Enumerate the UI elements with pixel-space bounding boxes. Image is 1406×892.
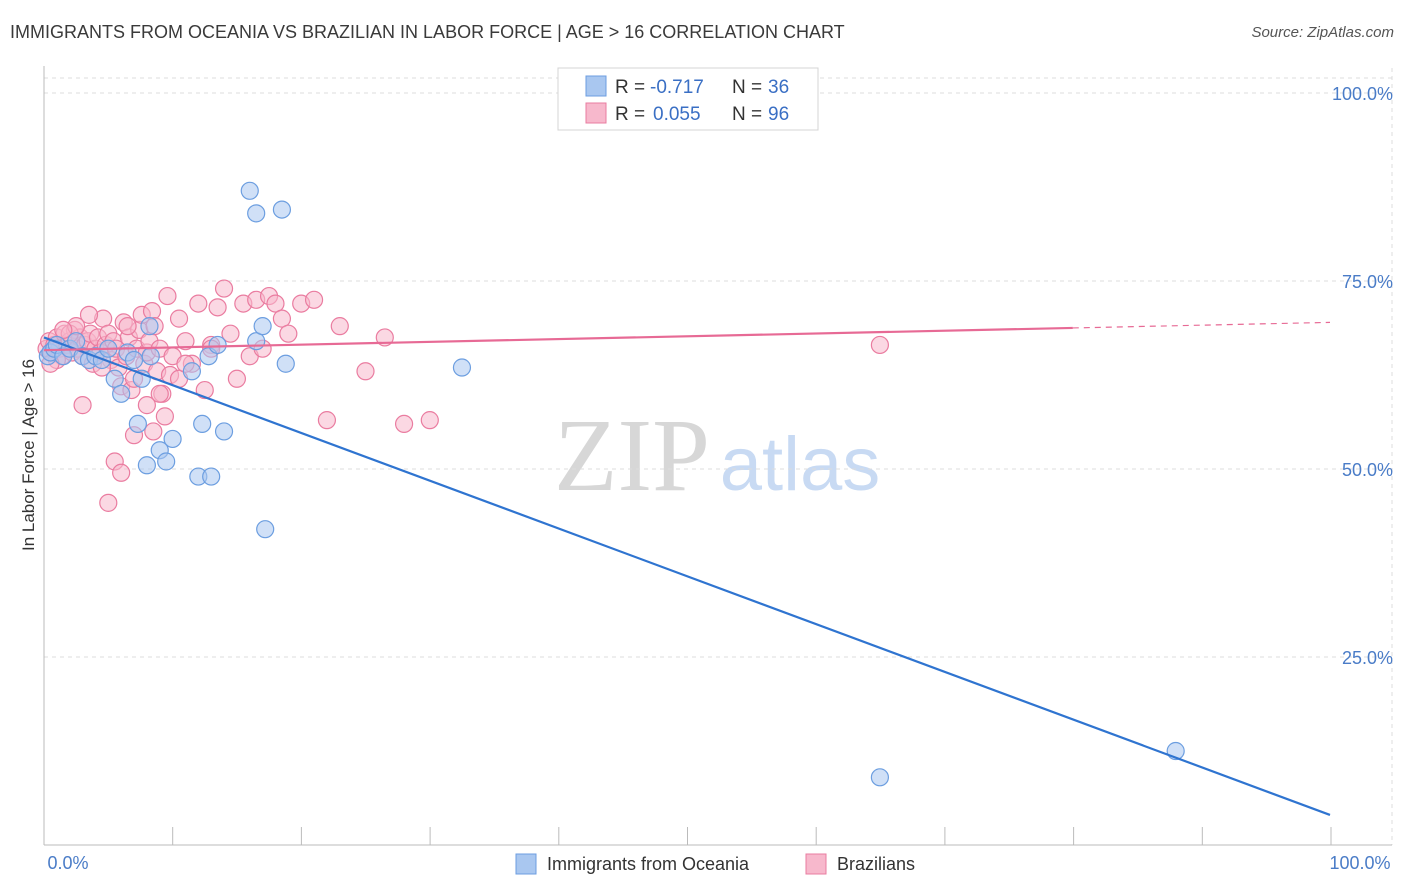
brazilians-point-46 [155,407,174,426]
stats-legend: R = -0.717 N = 36 R = 0.055 N = 96 [557,67,819,131]
oceania-point-19 [140,317,159,336]
brazilians-point-74 [394,414,414,434]
brazilians-point-80 [112,463,131,482]
oceania-point-34 [247,204,266,223]
source-label: Source: ZipAtlas.com [1251,24,1394,41]
brazilians-point-65 [266,294,285,313]
y-tick-label-25: 25.0% [1342,648,1393,668]
oceania-point-28 [202,467,221,486]
brazilians-point-58 [221,324,240,343]
brazilians-point-69 [304,290,324,309]
y-tick-label-100: 100.0% [1332,84,1393,104]
brazilians-point-94 [137,396,156,415]
oceania-point-20 [141,347,160,366]
legend-n-value-oceania: 36 [768,77,789,98]
legend-swatch-brazilians [585,102,607,124]
oceania-point-30 [208,335,227,355]
oceania-point-12 [105,369,124,388]
legend-n-label-oceania: N = [732,77,762,98]
brazilians-point-83 [144,422,163,441]
y-tick-labels: 25.0% 50.0% 75.0% 100.0% [1332,84,1393,668]
oceania-point-31 [247,332,266,351]
legend-r-value-brazilians: 0.055 [653,104,701,125]
legend-n-label-brazilians: N = [732,104,762,125]
brazilians-point-67 [279,324,298,343]
oceania-point-18 [137,456,156,475]
watermark-zip: ZIP [554,398,710,513]
brazilians-point-70 [317,411,337,430]
brazilians-point-66 [272,309,292,328]
bottom-legend-swatch-oceania [515,853,537,875]
brazilians-point-50 [169,309,189,328]
brazilians-point-72 [356,362,375,381]
oceania-point-24 [182,362,201,381]
oceania-point-26 [193,414,212,434]
brazilians-point-75 [420,411,439,430]
chart-title: IMMIGRANTS FROM OCEANIA VS BRAZILIAN IN … [10,22,845,42]
brazilians-point-47 [158,286,177,306]
oceania-point-16 [128,414,147,434]
legend-swatch-oceania [585,75,607,97]
watermark-atlas: atlas [720,422,881,507]
brazilians-point-57 [214,279,234,298]
brazilians-point-88 [79,305,99,324]
series-legend: Immigrants from Oceania Brazilians [515,853,915,875]
brazilians-point-71 [330,317,349,336]
oceania-point-15 [124,350,144,370]
legend-r-label-brazilians: R = [615,104,645,125]
grid-lines [44,68,1393,845]
bottom-legend-label-brazilians: Brazilians [837,854,915,874]
y-axis-label: In Labor Force | Age > 16 [19,359,38,551]
oceania-point-35 [272,200,292,219]
oceania-point-39 [870,768,890,787]
legend-r-label-oceania: R = [615,77,645,98]
oceania-point-33 [240,181,259,200]
legend-n-value-brazilians: 96 [768,104,789,125]
oceania-point-29 [214,422,234,441]
trend-lines [43,321,1331,816]
brazilians-trend-line-extension [1072,321,1331,329]
brazilians-point-81 [99,493,118,512]
brazilians-point-51 [176,332,195,351]
oceania-point-37 [276,354,295,373]
brazilians-trend-line [43,326,1073,352]
brazilians-point-54 [195,380,214,400]
brazilians-point-95 [118,317,137,336]
oceania-point-23 [163,429,182,449]
y-tick-label-50: 50.0% [1342,460,1393,480]
oceania-point-13 [112,384,131,403]
brazilians-point-41 [142,302,162,321]
x-tick-label-min: 0.0% [47,853,88,873]
y-tick-label-75: 75.0% [1342,272,1393,292]
bottom-legend-label-oceania: Immigrants from Oceania [547,854,750,874]
bottom-legend-swatch-brazilians [805,853,827,875]
brazilians-point-77 [73,396,92,415]
brazilians-point-76 [870,335,890,355]
brazilians-point-53 [189,294,208,313]
oceania-point-36 [256,520,275,539]
oceania-point-38 [452,358,472,377]
oceania-trend-line [43,336,1331,816]
brazilians-point-59 [227,369,246,388]
oceania-point-22 [157,452,176,471]
oceania-point-32 [253,317,272,336]
brazilians-point-90 [54,320,73,340]
brazilians-point-93 [150,384,169,403]
x-tick-label-max: 100.0% [1329,853,1390,873]
axes [43,66,1392,846]
brazilians-point-56 [208,298,227,317]
legend-r-value-oceania: -0.717 [650,77,704,98]
